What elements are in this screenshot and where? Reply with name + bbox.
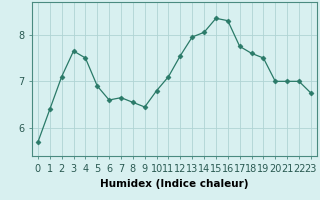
X-axis label: Humidex (Indice chaleur): Humidex (Indice chaleur) <box>100 179 249 189</box>
